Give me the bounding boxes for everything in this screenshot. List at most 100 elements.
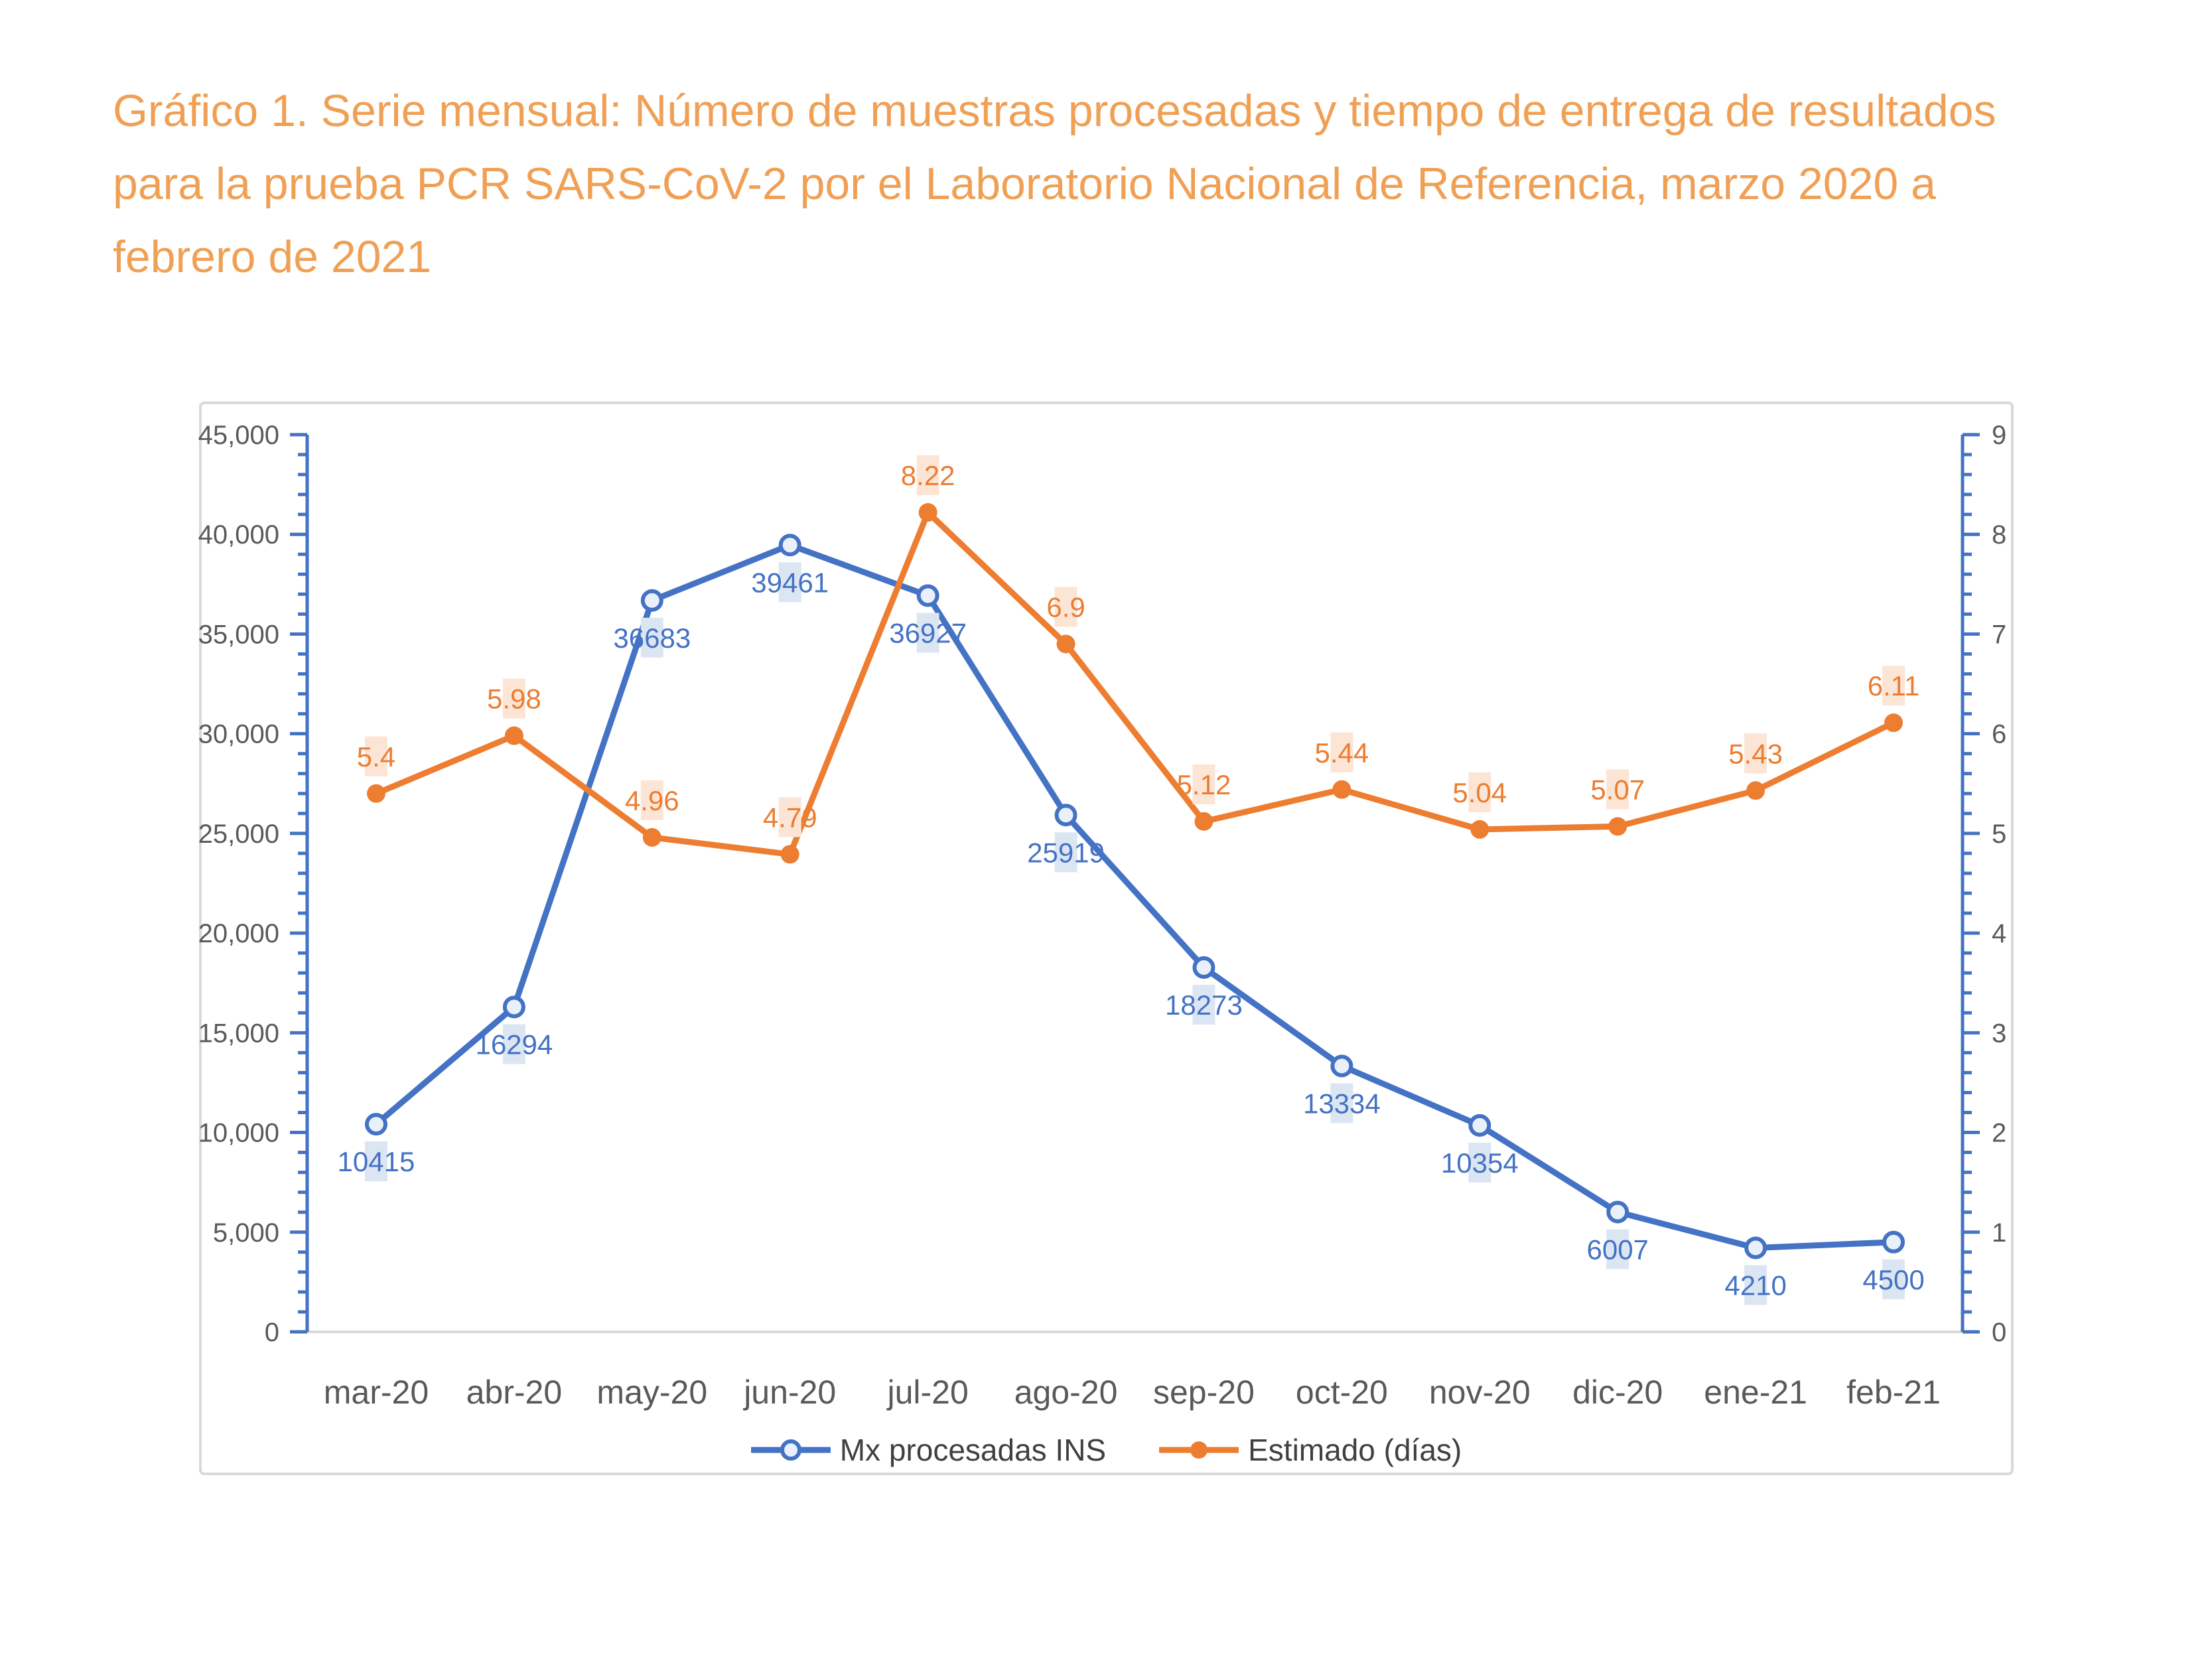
data-label-text: 10415 [338,1146,415,1177]
data-label-box [1882,1259,1905,1299]
data-label-text: 10354 [1441,1147,1519,1179]
data-label-box [364,1141,387,1182]
data-label-text: 5.04 [1452,777,1507,808]
right-axis-tick-label: 9 [1992,421,2006,450]
data-label-text: 5.43 [1728,738,1783,769]
category-label: jun-20 [742,1374,836,1411]
data-label-box [640,617,663,658]
left-axis-tick-label: 15,000 [198,1019,279,1048]
filled-circle-marker [1194,812,1213,831]
filled-circle-marker [1332,780,1351,799]
right-axis-tick-label: 4 [1992,919,2006,948]
open-circle-marker [1468,1114,1491,1137]
category-label: may-20 [596,1374,707,1411]
open-circle-marker [364,1113,387,1136]
data-label-text: 5.07 [1590,774,1645,805]
data-label-text: 5.98 [487,684,541,715]
data-label-text: 39461 [751,567,829,598]
legend-label: Mx procesadas INS [839,1433,1107,1467]
right-axis-tick-label: 5 [1992,820,2006,849]
series-line [373,509,1897,857]
open-circle-marker [1054,804,1077,827]
data-label-text: 4.79 [763,802,817,833]
data-label-text: 6.11 [1868,670,1920,701]
filled-circle-marker [780,845,799,864]
data-label-box [916,455,939,496]
category-label: nov-20 [1429,1374,1531,1411]
data-label-text: 6.9 [1046,591,1085,622]
data-label-box [1330,1083,1353,1123]
filled-circle-marker [1884,713,1903,733]
left-axis-tick-label: 0 [265,1318,279,1347]
open-circle-marker [502,995,525,1019]
category-label: ene-21 [1704,1374,1807,1411]
data-label-box [778,562,801,603]
data-label-box [1330,732,1353,772]
category-label: sep-20 [1153,1374,1255,1411]
data-label-box [1468,772,1491,812]
data-label-text: 18273 [1165,989,1243,1021]
series-line [373,541,1897,1252]
data-label-box [1744,1265,1767,1305]
data-label-box [640,780,663,820]
data-label-text: 16294 [475,1029,553,1060]
open-circle-marker [1882,1230,1905,1254]
filled-circle-marker [1608,817,1627,836]
right-axis-tick-label: 6 [1992,720,2006,749]
category-label: oct-20 [1296,1374,1388,1411]
series-data-labels: 5.4 5.98 4.96 4.79 8.22 6.9 5.12 5.44 5.04 5.07 5.… [357,455,1920,837]
chart-title-line-3: febrero de 2021 [113,232,432,283]
left-axis-tick-label: 5,000 [213,1218,279,1248]
right-axis-tick-label: 8 [1992,520,2006,549]
filled-circle-marker [366,784,385,803]
data-label-box [1192,764,1215,804]
legend-item: Mx procesadas INS [750,1432,1107,1468]
open-circle-marker [916,584,939,607]
category-label: mar-20 [324,1374,429,1411]
data-label-text: 8.22 [901,460,955,491]
data-label-text: 36927 [889,618,967,649]
filled-circle-marker [642,828,661,847]
filled-circle-marker [504,726,523,745]
left-axis-tick-label: 10,000 [198,1119,279,1148]
data-label-text: 4.96 [625,785,679,816]
chart-title-line-2: para la prueba PCR SARS-CoV-2 por el Lab… [113,159,1936,210]
data-label-box [1054,587,1077,627]
filled-circle-marker [918,503,937,522]
left-axis-tick-label: 40,000 [198,520,279,549]
data-label-box [1744,733,1767,774]
filled-circle-marker [1746,781,1765,800]
data-label-box [1468,1142,1491,1183]
legend-line-filled-circle-icon [1159,1441,1239,1459]
data-label-box [1192,984,1215,1025]
data-label-text: 4210 [1724,1270,1786,1301]
data-label-text: 25919 [1027,837,1105,868]
chart-legend: Mx procesadas INS Estimado (días) [199,1427,2014,1473]
filled-circle-marker [1056,634,1075,654]
left-axis-tick-label: 25,000 [198,820,279,849]
left-axis-tick-label: 30,000 [198,720,279,749]
category-label: feb-21 [1846,1374,1941,1411]
data-label-box [364,736,387,776]
right-axis-tick-label: 3 [1992,1019,2006,1048]
data-label-text: 5.44 [1315,737,1369,768]
open-circle-marker [1744,1236,1767,1260]
data-label-text: 5.12 [1177,769,1231,800]
category-label: ago-20 [1014,1374,1118,1411]
category-axis-labels: mar-20 abr-20 may-20 jun-20 jul-20 ago-20 sep-… [324,1374,1941,1411]
right-axis-tick-label: 0 [1992,1318,2006,1347]
legend-line-open-circle-icon [750,1439,831,1461]
data-label-box [778,797,801,837]
left-axis: 0 5,000 10,000 15,000 20,000 25,000 30,000 35,0… [198,421,309,1347]
data-label-text: 6007 [1586,1234,1648,1265]
chart-card [199,401,2014,1475]
data-label-text: 5.4 [357,741,395,772]
open-circle-marker [1192,956,1215,979]
right-axis-tick-label: 7 [1992,620,2006,649]
data-label-text: 4500 [1862,1264,1924,1295]
category-label: dic-20 [1572,1374,1663,1411]
data-label-box [1054,832,1077,873]
open-circle-marker [1606,1200,1629,1224]
right-axis-tick-label: 1 [1992,1218,2006,1248]
